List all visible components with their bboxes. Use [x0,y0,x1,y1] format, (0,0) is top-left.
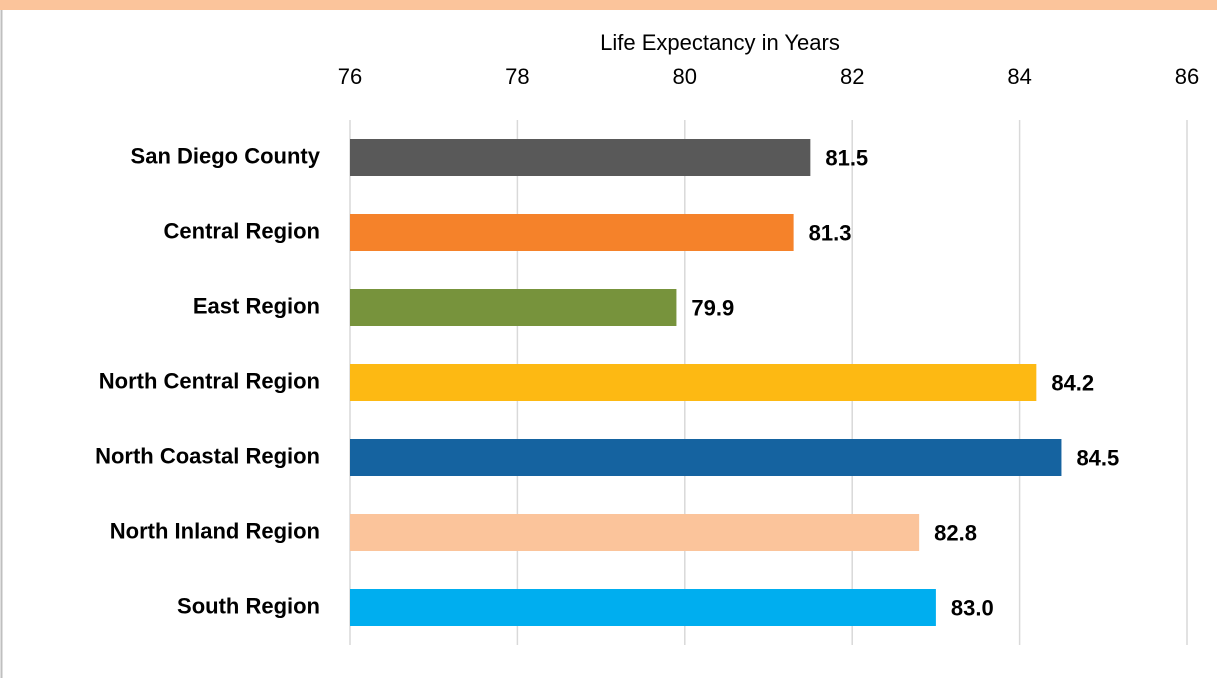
bar [350,214,794,251]
y-tick-label: North Central Region [99,368,320,393]
value-label: 79.9 [691,295,734,320]
bar [350,364,1037,401]
value-label: 82.8 [934,520,977,545]
y-tick-label: North Coastal Region [95,443,320,468]
value-label: 84.2 [1051,370,1094,395]
bar [350,514,920,551]
y-tick-label: San Diego County [131,143,321,168]
y-tick-label: South Region [177,593,320,618]
value-label: 83.0 [951,595,994,620]
value-label: 84.5 [1076,445,1119,470]
x-tick-label: 76 [338,64,362,89]
x-tick-label: 78 [505,64,529,89]
y-tick-label: North Inland Region [110,518,320,543]
bar [350,439,1062,476]
bar [350,289,677,326]
bar [350,139,811,176]
bar [350,589,936,626]
value-label: 81.5 [825,145,868,170]
x-tick-label: 82 [840,64,864,89]
top-band [0,0,1217,10]
x-tick-label: 80 [673,64,697,89]
axis-title: Life Expectancy in Years [600,30,840,55]
y-tick-label: East Region [193,293,320,318]
x-tick-label: 86 [1175,64,1199,89]
value-label: 81.3 [809,220,852,245]
y-tick-label: Central Region [164,218,320,243]
x-tick-label: 84 [1007,64,1031,89]
